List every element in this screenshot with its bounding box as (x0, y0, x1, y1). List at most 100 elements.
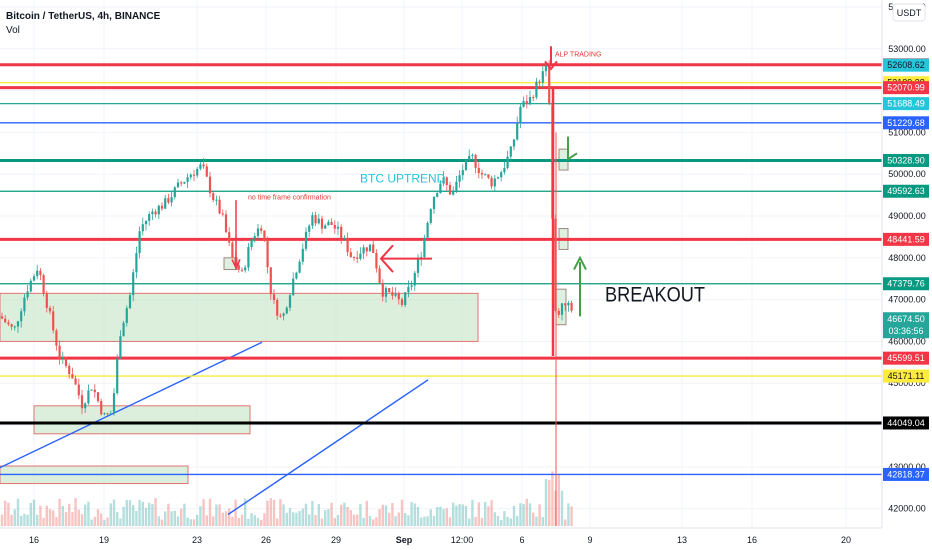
price-tag[interactable]: 52608.62 (883, 58, 929, 72)
candle-body (442, 177, 445, 184)
volume-bar (39, 505, 42, 526)
volume-bar (205, 515, 208, 526)
volume-bar (512, 505, 516, 526)
candle-body (218, 199, 221, 214)
volume-bar (295, 512, 298, 526)
candle-body (170, 197, 173, 203)
volume-bar (48, 509, 52, 526)
last-price-tag[interactable]: 46674.50 03:36:56 (883, 312, 929, 339)
price-tag[interactable]: 49592.63 (883, 184, 929, 198)
volume-bar (32, 499, 36, 526)
price-tag-label: 48441.59 (887, 234, 925, 244)
marker-box (223, 257, 238, 271)
candle-body (167, 198, 170, 203)
candle-body (356, 257, 359, 259)
price-tag[interactable]: 52070.99 (883, 81, 929, 95)
volume-bar (272, 499, 276, 526)
volume-bar (365, 500, 368, 526)
volume-bar (64, 512, 68, 526)
candle-body (570, 302, 573, 311)
time-tick-label: 6 (519, 535, 524, 545)
volume-bar (119, 518, 122, 526)
volume-bar (464, 505, 468, 526)
candle-body (148, 214, 151, 221)
volume-bar (112, 499, 116, 526)
candle-body (298, 261, 301, 273)
volume-bar (164, 511, 167, 526)
candle-body (503, 167, 506, 173)
candle-body (263, 230, 266, 242)
candle-body (55, 330, 58, 346)
price-tag[interactable]: 47379.76 (883, 277, 929, 291)
volume-bar (135, 510, 138, 526)
price-tag[interactable]: 44049.04 (883, 416, 929, 430)
candle-body (292, 278, 295, 296)
price-tick-label: 43000.00 (888, 462, 926, 472)
candle-body (157, 205, 160, 215)
price-tag[interactable]: 51688.49 (883, 97, 929, 111)
sell-arrow-head-icon (544, 60, 558, 71)
volume-bar (519, 503, 522, 526)
volume-bar (391, 503, 394, 526)
price-tag[interactable]: 51229.68 (883, 116, 929, 130)
candle-body (77, 384, 80, 396)
price-tag-label: 49592.63 (887, 186, 925, 196)
volume-bar (410, 502, 413, 526)
candle-body (61, 357, 64, 359)
price-tag-bg (883, 277, 929, 291)
horizontal-levels (0, 63, 882, 476)
candle-body (39, 270, 42, 276)
volume-bar (132, 505, 135, 526)
volume-bar (269, 498, 272, 526)
volume-bar (535, 516, 538, 526)
price-tag[interactable]: 42818.37 (883, 467, 929, 481)
price-tag-bg (883, 58, 929, 72)
volume-bar (500, 519, 503, 526)
candle-body (548, 65, 551, 104)
candle-body (394, 293, 397, 296)
volume-bar (528, 503, 532, 526)
price-tick-label: 46000.00 (888, 336, 926, 346)
chart-title: Bitcoin / TetherUS, 4h, BINANCE (6, 11, 161, 22)
candle-body (308, 225, 311, 232)
volume-bar (471, 499, 474, 526)
candle-body (413, 272, 416, 286)
price-tag-label: 50328.90 (887, 155, 925, 165)
candle-body (490, 177, 493, 187)
volume-bar (394, 516, 397, 526)
volume-bar (407, 515, 410, 526)
candle-body (359, 253, 362, 259)
no-tf-arrow-icon (231, 259, 241, 270)
candle-body (461, 170, 464, 176)
volume-bar (314, 515, 317, 526)
time-axis[interactable] (0, 528, 932, 550)
price-tag[interactable]: 50328.90 (883, 153, 929, 167)
volume-bar (516, 515, 519, 526)
time-tick-label: 16 (747, 535, 757, 545)
price-tag-label: 51229.68 (887, 118, 925, 128)
candle-body (100, 401, 103, 415)
left-arrow-head-icon (379, 244, 394, 273)
price-tag[interactable]: 48441.59 (883, 232, 929, 246)
volume-indicator-label: Vol (6, 25, 20, 36)
candle-body (487, 174, 490, 178)
currency-badge[interactable] (892, 3, 926, 22)
price-tick-label: 45000.00 (888, 378, 926, 388)
volume-bar (186, 517, 189, 526)
volume-bar (263, 513, 266, 526)
candle-body (26, 291, 29, 298)
candle-body (452, 190, 455, 195)
countdown-label: 03:36:56 (888, 326, 923, 336)
candle-body (343, 237, 346, 239)
volume-bar (372, 519, 375, 526)
price-tag[interactable]: 45171.11 (883, 369, 929, 383)
volume-bar (84, 504, 87, 526)
volume-bar (480, 517, 484, 526)
volume-bar (413, 503, 416, 526)
plot-area[interactable] (0, 0, 882, 528)
volume-bar (340, 504, 343, 526)
volume-bar (106, 517, 109, 526)
price-tag[interactable]: 45599.51 (883, 351, 929, 365)
price-tag-bg (883, 97, 929, 111)
